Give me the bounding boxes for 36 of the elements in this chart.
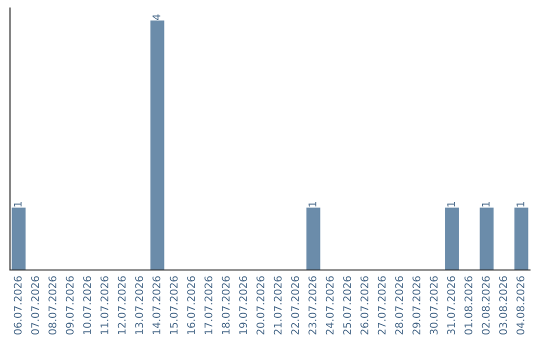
data-label: 1 bbox=[14, 202, 22, 206]
x-tick-label: 31.07.2026 bbox=[447, 276, 456, 334]
x-tick-label: 27.07.2026 bbox=[378, 276, 386, 334]
x-tick-label: 10.07.2026 bbox=[83, 276, 92, 334]
x-tick-label: 23.07.2026 bbox=[308, 276, 316, 334]
x-tick-label: 29.07.2026 bbox=[412, 276, 420, 334]
data-label: 1 bbox=[516, 202, 524, 206]
x-tick-label: 19.07.2026 bbox=[239, 276, 248, 334]
x-tick-label: 22.07.2026 bbox=[291, 276, 300, 334]
x-tick-label: 07.07.2026 bbox=[31, 276, 40, 335]
x-tick-label: 01.08.2026 bbox=[464, 276, 472, 335]
x-tick-label: 14.07.2026 bbox=[152, 276, 160, 334]
data-label: 1 bbox=[482, 202, 490, 206]
x-tick-label: 13.07.2026 bbox=[135, 276, 144, 334]
x-tick-label: 21.07.2026 bbox=[274, 276, 282, 334]
x-tick-label: 02.08.2026 bbox=[482, 276, 490, 335]
data-label: 4 bbox=[152, 14, 160, 20]
x-tick-label: 04.08.2026 bbox=[516, 276, 524, 335]
x-tick-label: 11.07.2026 bbox=[100, 276, 108, 334]
x-tick-label: 15.07.2026 bbox=[170, 276, 178, 334]
x-tick-label: 24.07.2026 bbox=[326, 276, 334, 334]
x-tick-label: 26.07.2026 bbox=[360, 276, 368, 334]
data-label: 1 bbox=[447, 202, 455, 206]
x-tick-label: 08.07.2026 bbox=[48, 276, 56, 335]
x-tick-label: 25.07.2026 bbox=[343, 276, 352, 334]
x-tick-label: 20.07.2026 bbox=[256, 276, 264, 334]
x-tick-label: 28.07.2026 bbox=[395, 276, 404, 334]
x-tick-label: 30.07.2026 bbox=[430, 276, 438, 334]
x-tick-label: 09.07.2026 bbox=[66, 276, 74, 335]
data-label: 1 bbox=[308, 202, 316, 206]
x-tick-label: 18.07.2026 bbox=[222, 276, 230, 334]
x-tick-label: 16.07.2026 bbox=[187, 276, 196, 334]
x-tick-label: 06.07.2026 bbox=[14, 276, 22, 335]
x-tick-label: 12.07.2026 bbox=[118, 276, 126, 334]
x-tick-label: 17.07.2026 bbox=[204, 276, 212, 334]
x-tick-label: 03.08.2026 bbox=[499, 276, 508, 335]
